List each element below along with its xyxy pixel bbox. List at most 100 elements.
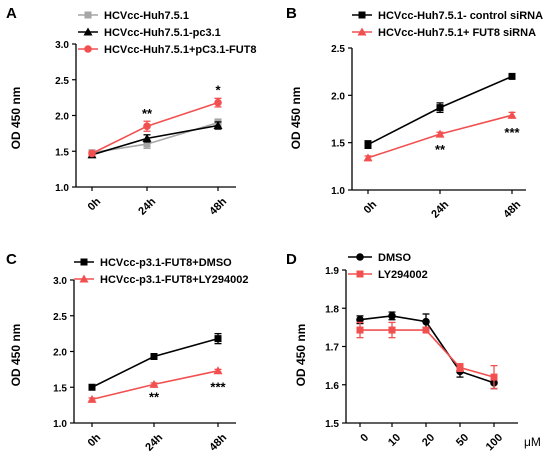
- panel-d-legend: DMSO LY294002: [348, 252, 428, 281]
- data-point: [143, 140, 151, 148]
- panel-c-tag: C: [6, 251, 17, 268]
- data-point: [149, 379, 159, 388]
- legend-label: HCVcc-Huh7.5.1- control siRNA: [378, 10, 543, 22]
- panel-b-xtick-label: 48h: [501, 199, 523, 221]
- panel-a-legend: HCVcc-Huh7.5.1 HCVcc-Huh7.5.1-pc3.1 HCVcc-…: [78, 10, 257, 56]
- panel-c-ytick-label: 2.5: [53, 312, 67, 323]
- panel-c-series-1: [88, 332, 222, 391]
- legend-marker: [79, 274, 89, 283]
- panel-a-ytick-label: 1.5: [55, 147, 69, 158]
- panel-b: BOD 450 nm1.01.52.02.50h 24h 48h*****HCVcc…: [286, 5, 543, 221]
- panel-c-ylabel: OD 450 nm: [9, 324, 23, 387]
- panel-b-series-2: [363, 110, 517, 162]
- panel-c-xtick-label: 0h: [86, 432, 104, 450]
- data-point: [142, 133, 152, 142]
- data-point: [422, 317, 430, 326]
- data-point: [422, 326, 430, 334]
- panel-b-significance: **: [435, 142, 446, 157]
- legend-marker: [356, 253, 364, 261]
- panel-c: COD 450 nm1.01.52.02.53.00h 24h 48h*****HC…: [6, 251, 248, 454]
- panel-c-significance: ***: [210, 379, 226, 394]
- panel-b-series-1: [364, 72, 516, 149]
- panel-b-xtick-label: 0h: [362, 199, 380, 217]
- panel-d-ytick-label: 1.9: [325, 266, 339, 277]
- panel-b-ytick-label: 2.5: [331, 44, 345, 55]
- series-line: [359, 315, 495, 384]
- legend-marker: [357, 27, 367, 36]
- legend-label: HCVcc-p3.1-FUT8+LY294002: [100, 274, 248, 286]
- panel-d-xtick-label: 100: [484, 432, 505, 453]
- panel-b-significance: ***: [504, 125, 520, 140]
- panel-a: AOD 450 nm1.01.52.02.53.00h 24h 48h***HCVc…: [6, 5, 257, 218]
- series-line: [360, 329, 495, 378]
- data-point: [214, 335, 222, 343]
- data-point: [490, 373, 498, 381]
- data-point: [88, 383, 96, 391]
- data-point: [508, 72, 516, 80]
- series-line: [91, 337, 219, 388]
- legend-label: DMSO: [378, 252, 411, 264]
- data-point: [87, 394, 97, 403]
- data-point: [507, 110, 517, 119]
- panel-b-ylabel: OD 450 nm: [289, 87, 303, 150]
- data-point: [435, 129, 445, 138]
- panel-d-xtick-label: 10: [386, 432, 403, 449]
- panel-a-xtick-label: 0h: [86, 196, 104, 214]
- panel-d-series-2: [356, 321, 498, 390]
- panel-d-ytick-label: 1.7: [325, 343, 339, 354]
- panel-d-ytick-label: 1.8: [325, 304, 339, 315]
- panel-d-ytick-label: 1.5: [325, 419, 339, 430]
- legend-label: HCVcc-Huh7.5.1+ FUT8 siRNA: [378, 27, 536, 39]
- panel-a-xtick-label: 48h: [207, 196, 229, 218]
- panel-b-ytick-label: 1.0: [331, 186, 345, 197]
- data-point: [388, 312, 396, 320]
- panel-a-ytick-label: 2.5: [55, 76, 69, 87]
- data-point: [88, 149, 96, 158]
- data-point: [143, 122, 151, 131]
- panel-a-ytick-label: 1.0: [55, 183, 69, 194]
- legend-label: HCVcc-Huh7.5.1+pC3.1-FUT8: [104, 44, 257, 56]
- panel-d-xtick-label: 0: [358, 432, 371, 445]
- panel-a-ytick-label: 3.0: [55, 40, 69, 51]
- panel-d: D OD 450 nm 1.5 1.6 1.7 1.8 1.9 0 10 20 50 100 μM DMS…: [286, 251, 541, 453]
- legend-label: HCVcc-Huh7.5.1: [104, 10, 189, 22]
- data-point: [436, 104, 444, 112]
- data-point: [356, 315, 364, 324]
- panel-b-legend: HCVcc-Huh7.5.1- control siRNA HCVcc-Huh7.…: [352, 10, 543, 39]
- panel-d-ytick-label: 1.6: [325, 381, 339, 392]
- legend-marker: [84, 11, 92, 19]
- panel-d-series-1: [356, 311, 498, 390]
- data-point: [364, 141, 372, 149]
- legend-label: HCVcc-p3.1-FUT8+DMSO: [100, 257, 232, 269]
- panel-a-significance: *: [215, 82, 221, 97]
- legend-marker: [356, 270, 364, 278]
- data-point: [456, 364, 464, 372]
- data-point: [388, 326, 396, 334]
- panel-c-series-2: [87, 366, 223, 403]
- panel-c-ytick-label: 2.0: [53, 348, 67, 359]
- data-point: [214, 98, 222, 107]
- data-point: [363, 153, 373, 162]
- data-point: [213, 366, 223, 375]
- panel-c-significance: **: [149, 389, 160, 404]
- legend-label: HCVcc-Huh7.5.1-pc3.1: [104, 27, 221, 39]
- panel-a-xtick-label: 24h: [136, 196, 158, 218]
- legend-label: LY294002: [378, 269, 428, 281]
- data-point: [356, 326, 364, 334]
- panel-c-ytick-label: 1.0: [53, 419, 67, 430]
- legend-marker: [84, 45, 92, 53]
- panel-c-ytick-label: 3.0: [53, 276, 67, 287]
- panel-b-xtick-label: 24h: [429, 199, 451, 221]
- legend-marker: [80, 258, 88, 266]
- panel-d-xtick-label: 50: [454, 432, 471, 449]
- panel-c-xtick-label: 48h: [207, 432, 229, 454]
- panel-b-tag: B: [286, 5, 297, 22]
- panel-a-tag: A: [6, 5, 17, 22]
- panel-a-ytick-label: 2.0: [55, 112, 69, 123]
- panel-d-ylabel: OD 450 nm: [294, 324, 308, 387]
- panel-d-x-unit: μM: [524, 435, 541, 449]
- panel-a-ylabel: OD 450 nm: [9, 87, 23, 150]
- panel-a-series-3: [88, 97, 222, 158]
- panel-c-ytick-label: 1.5: [53, 383, 67, 394]
